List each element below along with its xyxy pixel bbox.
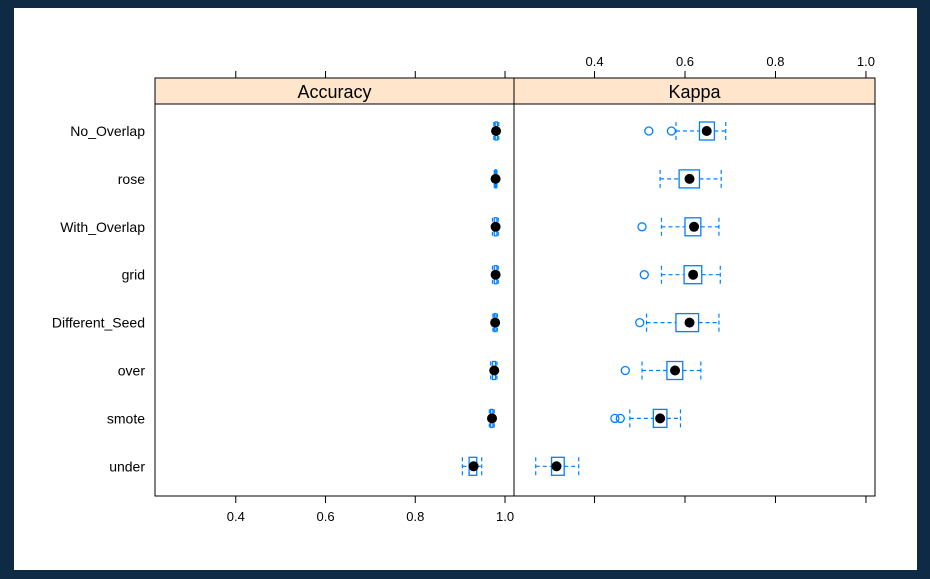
median-dot bbox=[491, 126, 502, 136]
median-dot bbox=[551, 461, 562, 472]
tick-label: 0.6 bbox=[316, 509, 334, 524]
panel-strip-label: Kappa bbox=[668, 82, 721, 102]
median-dot bbox=[689, 221, 700, 232]
box-under bbox=[461, 456, 483, 476]
panel-border bbox=[154, 103, 515, 497]
panel-strip-label: Accuracy bbox=[297, 82, 371, 102]
median-dot bbox=[490, 269, 501, 280]
outlier-point bbox=[644, 126, 654, 136]
category-label: smote bbox=[107, 410, 145, 426]
median-dot bbox=[490, 221, 501, 232]
median-dot bbox=[670, 365, 681, 376]
box-with-overlap bbox=[490, 217, 501, 237]
category-label: Different_Seed bbox=[52, 315, 145, 331]
median-dot bbox=[688, 269, 699, 280]
box-over bbox=[489, 360, 500, 381]
box-grid bbox=[490, 265, 501, 285]
panel-strip bbox=[513, 77, 876, 105]
outlier-point bbox=[639, 270, 649, 280]
outlier-point bbox=[635, 317, 645, 328]
outlier-point bbox=[620, 365, 630, 376]
tick-label: 0.6 bbox=[676, 54, 694, 69]
box-smote bbox=[487, 408, 498, 429]
box-iqr bbox=[678, 169, 701, 189]
box-no-overlap bbox=[644, 121, 727, 141]
tick-label: 0.4 bbox=[585, 54, 603, 69]
tick-label: 0.8 bbox=[766, 54, 784, 69]
tick-label: 0.4 bbox=[227, 509, 245, 524]
median-dot bbox=[490, 317, 501, 328]
box-rose bbox=[659, 169, 722, 189]
box-rose bbox=[490, 169, 501, 189]
outlier-point bbox=[666, 126, 677, 136]
box-iqr bbox=[698, 121, 716, 141]
category-label: With_Overlap bbox=[60, 219, 145, 235]
median-dot bbox=[487, 413, 498, 424]
box-iqr bbox=[675, 312, 700, 333]
tick-label: 1.0 bbox=[857, 54, 875, 69]
outlier-point bbox=[610, 413, 620, 424]
median-dot bbox=[701, 126, 712, 136]
box-under bbox=[535, 456, 580, 476]
box-no-overlap bbox=[491, 121, 502, 141]
category-label: rose bbox=[118, 171, 145, 187]
box-with-overlap bbox=[637, 217, 720, 237]
panel-strip bbox=[154, 77, 515, 105]
box-iqr bbox=[652, 408, 668, 429]
tick-label: 0.8 bbox=[406, 509, 424, 524]
median-dot bbox=[489, 365, 500, 376]
median-dot bbox=[490, 173, 501, 184]
box-grid bbox=[639, 265, 721, 285]
median-dot bbox=[655, 413, 666, 424]
box-iqr bbox=[666, 360, 684, 381]
category-label: under bbox=[109, 458, 145, 474]
category-label: No_Overlap bbox=[70, 123, 145, 139]
category-label: over bbox=[118, 363, 146, 379]
median-dot bbox=[684, 317, 695, 328]
box-different-seed bbox=[635, 312, 720, 333]
median-dot bbox=[684, 173, 695, 184]
box-over bbox=[620, 360, 702, 381]
box-iqr bbox=[683, 265, 703, 285]
median-dot bbox=[468, 461, 479, 472]
tick-label: 1.0 bbox=[496, 509, 514, 524]
box-smote bbox=[610, 408, 682, 429]
box-iqr bbox=[684, 217, 702, 237]
outlier-point bbox=[637, 222, 647, 232]
panel-border bbox=[513, 103, 876, 497]
box-different-seed bbox=[490, 312, 501, 333]
outlier-point bbox=[615, 413, 625, 424]
category-label: grid bbox=[122, 267, 145, 283]
